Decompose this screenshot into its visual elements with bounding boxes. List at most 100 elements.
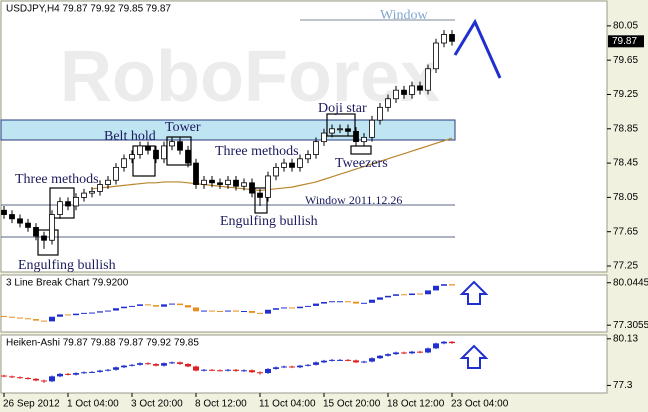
line-break-brick <box>273 308 279 310</box>
y-tick-label: 80.05 <box>613 21 638 32</box>
candle-body <box>89 190 95 194</box>
line-break-brick <box>17 317 23 319</box>
annotation: Window <box>380 8 429 23</box>
panel-title: Heiken-Ashi 79.87 79.88 79.87 79.92 79.8… <box>6 338 199 349</box>
pattern-box <box>326 113 356 137</box>
candle-body <box>73 196 79 207</box>
ha-body <box>41 380 47 382</box>
candle-body <box>225 179 231 185</box>
annotation: Three methods <box>215 144 299 159</box>
candle-body <box>113 166 119 181</box>
candle-body <box>449 34 455 42</box>
line-break-brick <box>313 303 319 306</box>
ha-body <box>425 348 431 353</box>
ha-body <box>305 364 311 366</box>
candle-body <box>369 119 375 138</box>
ha-body <box>257 372 263 374</box>
y-tick-label: 79.25 <box>613 89 638 100</box>
candle-body <box>145 145 151 151</box>
candle-body <box>1 209 7 215</box>
up-arrow <box>459 344 489 369</box>
line-break-brick <box>89 312 95 314</box>
x-tick-label: 11 Oct 04:00 <box>259 399 316 410</box>
x-tick-label: 15 Oct 20:00 <box>323 399 381 410</box>
candle-body <box>41 235 47 241</box>
ha-body <box>169 362 175 364</box>
ha-body <box>385 354 391 356</box>
candle-body <box>185 149 191 164</box>
line-break-brick <box>57 314 63 317</box>
candle-body <box>129 154 135 160</box>
pattern-box <box>350 145 372 155</box>
line-break-brick <box>153 305 159 307</box>
pattern-box <box>166 136 192 166</box>
candle-body <box>273 166 279 177</box>
candle-body <box>393 89 399 100</box>
price-tag-label: 79.87 <box>612 36 637 47</box>
candle-body <box>409 85 415 95</box>
line-break-brick <box>249 311 255 313</box>
candle-body <box>137 145 143 155</box>
line-break-brick <box>41 320 47 322</box>
line-break-brick <box>105 310 111 312</box>
ha-body <box>233 369 239 371</box>
ha-body <box>225 369 231 371</box>
ha-body <box>137 363 143 365</box>
line-break-brick <box>401 294 407 296</box>
candle-body <box>321 132 327 143</box>
ha-body <box>113 367 119 370</box>
candle-body <box>105 179 111 185</box>
y-tick-label: 79.65 <box>613 55 638 66</box>
candle-body <box>9 214 15 220</box>
ha-body <box>313 362 319 365</box>
pattern-boxes <box>37 113 372 256</box>
candle-body <box>265 175 271 198</box>
forecast-arrow <box>453 18 502 79</box>
y-tick-label: 77.25 <box>613 261 638 272</box>
line-break-brick <box>425 290 431 295</box>
line-break-brick <box>9 316 15 318</box>
line-break-brick <box>265 309 271 314</box>
ha-body <box>49 376 55 382</box>
ha-body <box>345 359 351 361</box>
y-tick-label: 78.45 <box>613 158 638 169</box>
ha-body <box>97 370 103 372</box>
ha-body <box>25 378 31 379</box>
ha-body <box>9 376 15 378</box>
ha-body <box>433 343 439 349</box>
ha-body <box>193 366 199 371</box>
line-break-brick <box>217 311 223 313</box>
ha-body <box>337 359 343 361</box>
pattern-box <box>132 145 156 177</box>
y-tick-label: 78.85 <box>613 123 638 134</box>
line-break-brick <box>337 301 343 303</box>
ha-body <box>73 373 79 375</box>
candle-body <box>201 179 207 185</box>
line-break-brick <box>297 306 303 309</box>
x-tick-label: 3 Oct 20:00 <box>131 399 183 410</box>
candle-body <box>217 182 223 185</box>
y-tick-label: 77.65 <box>613 226 638 237</box>
candle-body <box>433 42 439 70</box>
candle-body <box>65 201 71 207</box>
line-break-brick <box>129 305 135 307</box>
ha-body <box>217 370 223 372</box>
ha-body <box>57 373 63 377</box>
line-break-brick <box>233 310 239 312</box>
candle-body <box>177 141 183 151</box>
annotation: Engulfing bullish <box>18 258 116 273</box>
line-break-brick <box>33 319 39 321</box>
ha-body <box>145 363 151 365</box>
line-break-brick <box>161 304 167 307</box>
candle-body <box>233 179 239 187</box>
up-arrow <box>459 280 489 305</box>
line-break-brick <box>185 305 191 308</box>
panel-1 <box>0 274 608 333</box>
candle-body <box>297 158 303 168</box>
candle-body <box>281 162 287 168</box>
x-tick-label: 23 Oct 04:00 <box>451 399 509 410</box>
ha-body <box>265 368 271 374</box>
x-tick-label: 18 Oct 12:00 <box>387 399 445 410</box>
candle-body <box>425 68 431 91</box>
